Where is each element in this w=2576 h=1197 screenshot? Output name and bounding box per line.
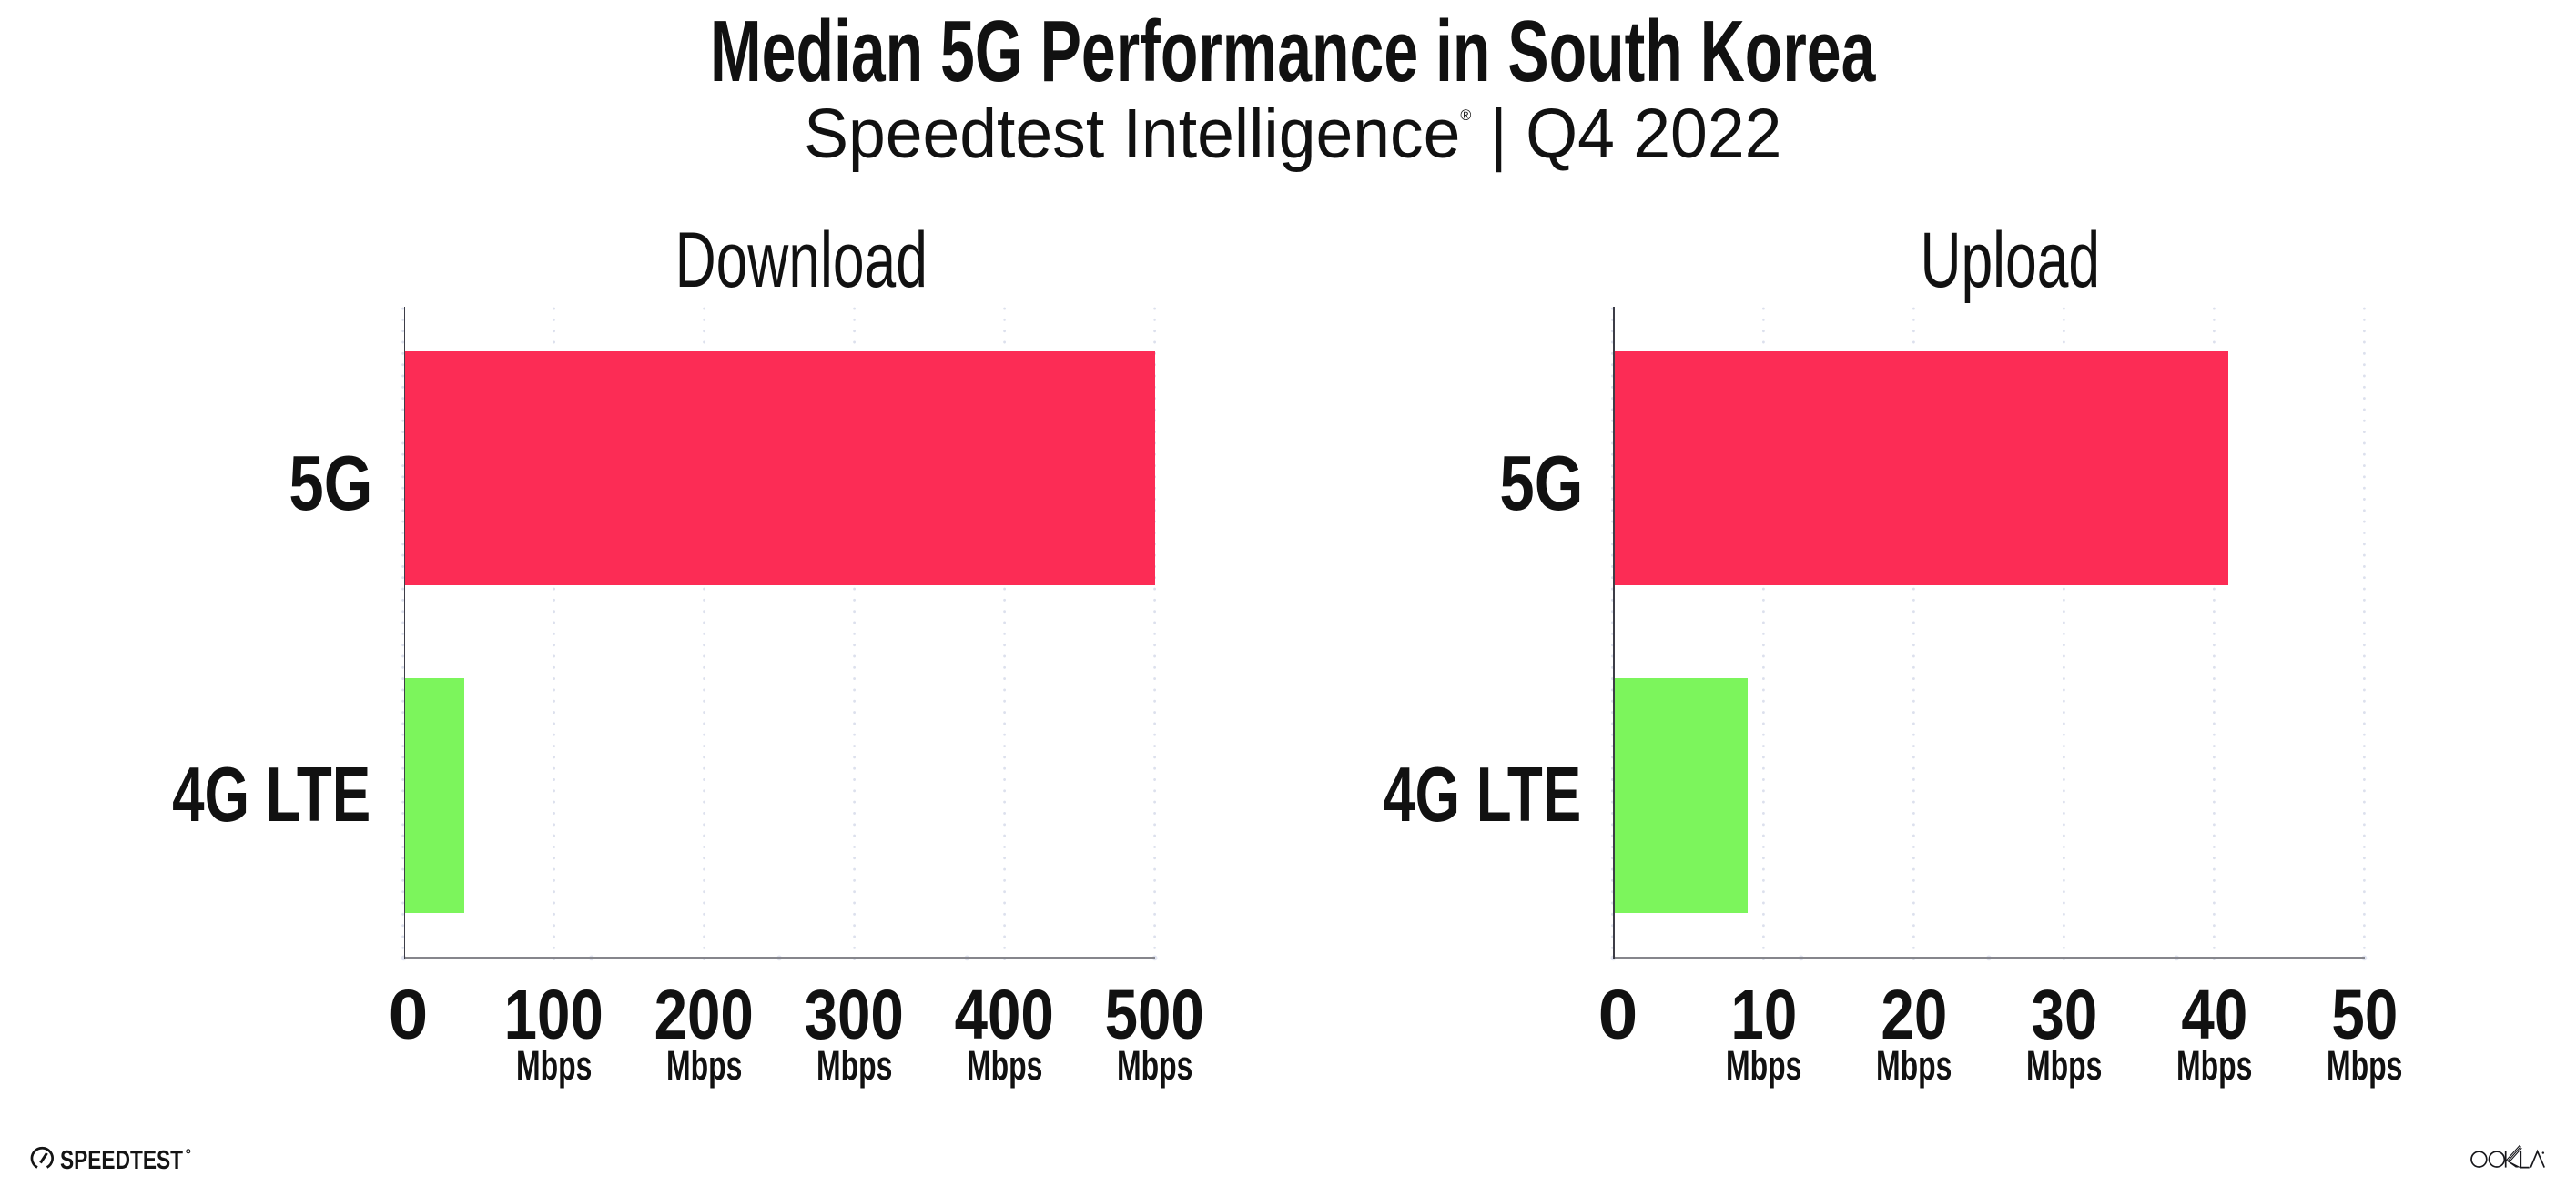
svg-text:SPEEDTEST: SPEEDTEST [60, 1146, 183, 1175]
